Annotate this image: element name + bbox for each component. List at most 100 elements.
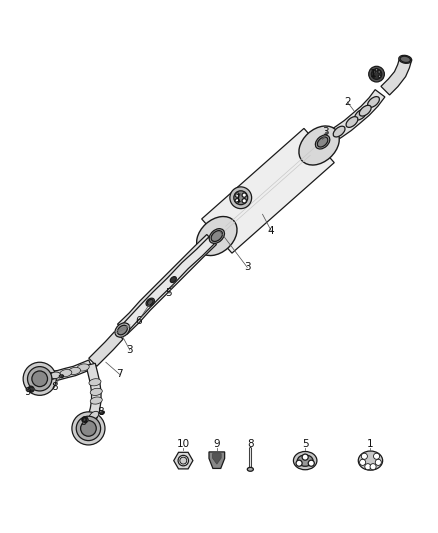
Ellipse shape	[209, 229, 224, 244]
Ellipse shape	[293, 451, 317, 470]
Circle shape	[242, 193, 247, 197]
Text: 6: 6	[135, 316, 142, 326]
Ellipse shape	[88, 414, 98, 422]
Text: 8: 8	[247, 439, 254, 449]
Polygon shape	[209, 452, 225, 469]
Circle shape	[375, 459, 381, 465]
Circle shape	[369, 66, 385, 82]
Circle shape	[235, 193, 240, 197]
Circle shape	[374, 453, 380, 459]
Circle shape	[23, 362, 56, 395]
Polygon shape	[119, 237, 215, 334]
Circle shape	[365, 464, 371, 470]
Ellipse shape	[346, 117, 358, 127]
Circle shape	[375, 68, 378, 71]
Ellipse shape	[247, 467, 253, 471]
Text: 9: 9	[213, 439, 220, 449]
Ellipse shape	[60, 369, 72, 377]
Text: 1: 1	[370, 69, 377, 79]
Ellipse shape	[367, 96, 379, 107]
Circle shape	[372, 75, 375, 78]
Text: 8: 8	[97, 407, 104, 417]
Ellipse shape	[89, 411, 99, 419]
Polygon shape	[174, 453, 193, 469]
Ellipse shape	[400, 56, 410, 62]
Polygon shape	[201, 128, 334, 253]
Text: 3: 3	[127, 345, 133, 355]
Circle shape	[81, 421, 96, 436]
Ellipse shape	[50, 372, 60, 378]
Text: 5: 5	[302, 439, 308, 449]
Ellipse shape	[297, 455, 313, 466]
Text: 8: 8	[51, 383, 58, 392]
Ellipse shape	[88, 415, 97, 423]
Circle shape	[235, 199, 240, 203]
Ellipse shape	[77, 364, 89, 371]
Ellipse shape	[89, 413, 98, 421]
Text: 2: 2	[344, 97, 351, 107]
Circle shape	[178, 455, 188, 466]
Ellipse shape	[90, 397, 102, 404]
Text: 1: 1	[367, 439, 374, 449]
Circle shape	[378, 71, 381, 73]
Ellipse shape	[170, 277, 177, 282]
Ellipse shape	[89, 378, 101, 386]
Circle shape	[28, 386, 34, 392]
Ellipse shape	[115, 323, 130, 337]
Circle shape	[361, 453, 367, 459]
Ellipse shape	[355, 109, 367, 120]
Ellipse shape	[211, 231, 223, 241]
Ellipse shape	[318, 137, 328, 147]
Circle shape	[180, 457, 187, 464]
Circle shape	[302, 454, 308, 460]
Ellipse shape	[359, 106, 371, 116]
Ellipse shape	[45, 373, 55, 379]
Text: 1: 1	[235, 194, 242, 204]
Ellipse shape	[358, 451, 383, 470]
Ellipse shape	[46, 373, 57, 379]
Ellipse shape	[148, 300, 153, 305]
Ellipse shape	[49, 372, 59, 379]
Circle shape	[72, 412, 105, 445]
Text: 5: 5	[166, 288, 172, 298]
Ellipse shape	[48, 373, 58, 379]
Circle shape	[230, 187, 252, 208]
Text: 7: 7	[117, 369, 123, 379]
Circle shape	[360, 459, 366, 465]
Circle shape	[28, 367, 52, 391]
Ellipse shape	[68, 367, 81, 375]
Ellipse shape	[100, 411, 104, 415]
Polygon shape	[321, 90, 385, 147]
Text: 3: 3	[244, 262, 251, 272]
Circle shape	[373, 71, 375, 73]
Ellipse shape	[399, 55, 412, 63]
Text: 9: 9	[24, 387, 31, 397]
Polygon shape	[89, 332, 123, 366]
Polygon shape	[85, 364, 101, 425]
Ellipse shape	[146, 298, 155, 306]
Polygon shape	[212, 454, 221, 464]
Ellipse shape	[315, 135, 330, 149]
Circle shape	[308, 460, 314, 466]
Ellipse shape	[197, 216, 237, 255]
Ellipse shape	[299, 126, 339, 165]
Circle shape	[378, 75, 381, 78]
Ellipse shape	[333, 126, 345, 137]
Circle shape	[296, 460, 302, 466]
Circle shape	[76, 416, 101, 441]
Text: 3: 3	[322, 127, 329, 138]
Polygon shape	[117, 235, 216, 334]
Ellipse shape	[117, 325, 127, 335]
Circle shape	[32, 371, 47, 386]
Text: 10: 10	[177, 439, 190, 449]
Circle shape	[242, 199, 247, 203]
Polygon shape	[49, 360, 92, 381]
Polygon shape	[381, 59, 411, 95]
Text: 9: 9	[80, 417, 87, 427]
Circle shape	[371, 69, 382, 79]
Circle shape	[234, 191, 248, 205]
Ellipse shape	[87, 416, 97, 424]
Circle shape	[370, 464, 376, 470]
Circle shape	[82, 417, 88, 423]
Text: 4: 4	[268, 226, 275, 236]
